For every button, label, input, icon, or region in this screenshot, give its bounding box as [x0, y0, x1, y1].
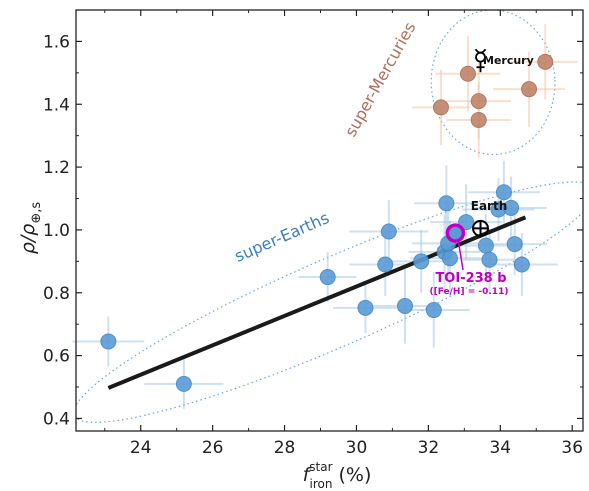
toi-238b-metallicity: ([Fe/H] = -0.11): [430, 287, 509, 297]
super-earths-label: super-Earths: [232, 208, 332, 266]
y-tick-label: 0.8: [43, 284, 70, 304]
x-tick-label: 36: [561, 438, 583, 458]
super-mercury-point-3: [470, 111, 487, 128]
super-mercury-point-1: [459, 65, 476, 82]
super-earth-point-20: [513, 256, 530, 273]
y-axis-label-main: ρ/ρ: [17, 224, 39, 255]
super-earths-ellipse: [76, 181, 583, 424]
x-axis-label-main: f: [303, 464, 313, 486]
x-tick-label: 28: [274, 438, 296, 458]
toi-238b-pointer: [457, 240, 464, 271]
super-mercuries-label: super-Mercuries: [341, 19, 420, 140]
toi-238b-marker: [445, 223, 466, 243]
y-tick-label: 0.6: [43, 347, 70, 367]
y-tick-label: 1.2: [43, 158, 70, 178]
x-tick-label: 32: [418, 438, 440, 458]
x-tick-label: 26: [202, 438, 224, 458]
toi-238b-label: TOI-238 b: [435, 271, 506, 286]
super-earth-point-1: [175, 375, 192, 392]
earth-label: Earth: [471, 199, 508, 213]
y-tick-label: 1.4: [43, 95, 70, 115]
super-mercury-point-5: [537, 53, 554, 70]
x-axis-label-sub: iron: [310, 477, 333, 491]
super-earth-point-10: [438, 195, 455, 212]
super-earth-point-4: [377, 256, 394, 273]
super-mercuries-ellipse: [430, 10, 556, 156]
super-earth-point-8: [425, 302, 442, 319]
super-earth-point-13: [458, 214, 475, 231]
x-tick-label: 24: [130, 438, 152, 458]
earth-symbol-icon: [472, 219, 490, 237]
super-earth-point-0: [100, 333, 117, 350]
super-earth-point-14: [477, 237, 494, 254]
super-mercury-point-4: [521, 81, 538, 98]
x-tick-label: 34: [489, 438, 511, 458]
x-axis-label: fstar iron (%): [303, 460, 372, 491]
super-earth-point-18: [503, 199, 520, 216]
super-earth-point-15: [481, 251, 498, 268]
y-axis-label: ρ/ρ⊕,s: [17, 202, 44, 255]
fit-line: [107, 215, 527, 390]
super-earth-point-17: [495, 184, 512, 201]
super-earth-point-19: [506, 236, 523, 253]
super-mercury-point-0: [432, 99, 449, 116]
super-earth-point-5: [380, 223, 397, 240]
super-earth-point-12: [441, 250, 458, 267]
y-tick-label: 1.0: [43, 221, 70, 241]
mercury-label: Mercury: [483, 54, 534, 67]
x-axis-label-unit: (%): [339, 464, 372, 486]
super-mercury-point-2: [470, 93, 487, 110]
super-earth-point-7: [413, 253, 430, 270]
x-axis-label-sup: star: [309, 460, 332, 474]
y-axis-label-sub: ⊕,s: [29, 202, 44, 224]
y-tick-label: 0.4: [43, 409, 70, 429]
plot-frame: [75, 9, 584, 432]
x-tick-label: 30: [346, 438, 368, 458]
super-earth-point-2: [319, 269, 336, 286]
mercury-symbol-icon: [474, 48, 487, 73]
super-earth-point-3: [357, 299, 374, 316]
super-earth-point-6: [397, 297, 414, 314]
y-tick-label: 1.6: [43, 32, 70, 52]
